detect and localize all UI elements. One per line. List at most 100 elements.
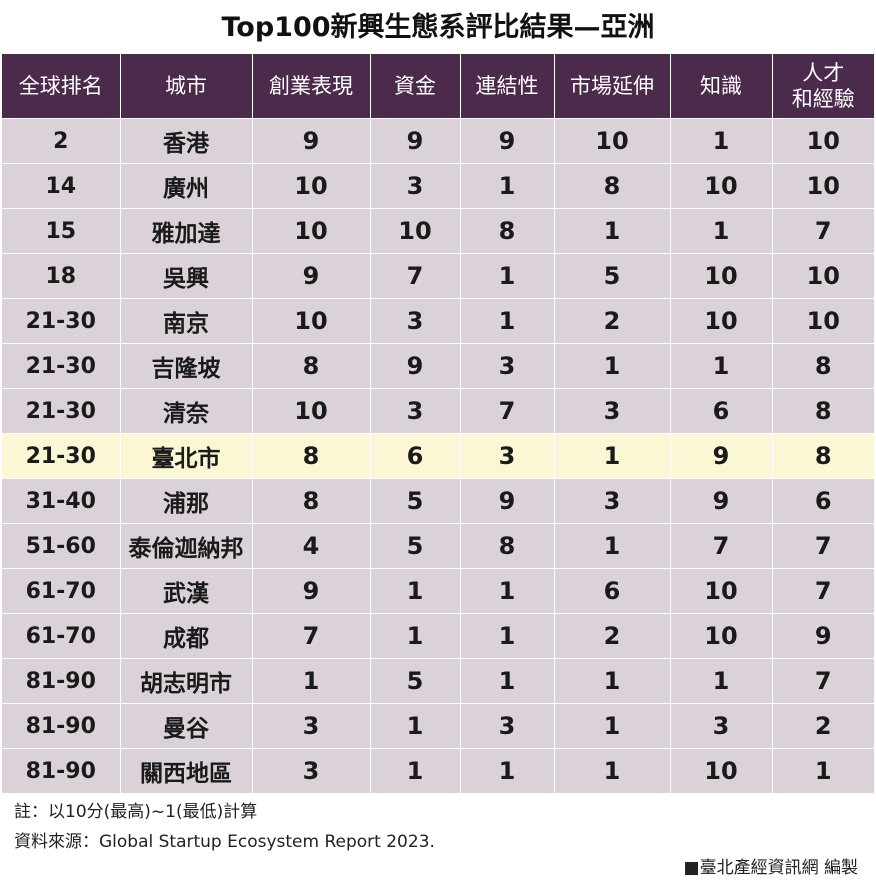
cell-funding: 6 [369,433,460,479]
cell-knowledge: 1 [669,118,772,164]
cell-city: 香港 [119,118,252,164]
cell-funding: 3 [369,298,460,344]
cell-startup-performance: 3 [251,703,370,749]
cell-rank: 21-30 [2,343,120,389]
cell-talent-experience: 2 [771,703,874,749]
cell-knowledge: 10 [669,163,772,209]
cell-knowledge: 7 [669,523,772,569]
cell-market-reach: 3 [553,478,670,524]
cell-city: 雅加達 [119,208,252,254]
cell-talent-experience: 8 [771,343,874,389]
cell-talent-experience: 7 [771,208,874,254]
table-header-row: 全球排名 城市 創業表現 資金 連結性 市場延伸 知識 人才 和經驗 [2,54,874,119]
cell-market-reach: 1 [553,343,670,389]
cell-market-reach: 10 [553,118,670,164]
cell-connectedness: 3 [459,703,554,749]
cell-connectedness: 1 [459,568,554,614]
cell-knowledge: 1 [669,343,772,389]
header-funding: 資金 [369,54,460,119]
cell-rank: 81-90 [2,658,120,704]
table-row: 21-30 南京 10 3 1 2 10 10 [2,298,874,344]
table-row: 81-90 關西地區 3 1 1 1 10 1 [2,748,874,793]
cell-rank: 14 [2,163,120,209]
cell-rank: 15 [2,208,120,254]
cell-rank: 51-60 [2,523,120,569]
cell-connectedness: 9 [459,118,554,164]
cell-funding: 5 [369,478,460,524]
scale-note: 註：以10分(最高)~1(最低)計算 [14,802,258,822]
header-startup-performance: 創業表現 [251,54,370,119]
cell-market-reach: 1 [553,658,670,704]
cell-knowledge: 1 [669,658,772,704]
cell-talent-experience: 10 [771,163,874,209]
header-knowledge: 知識 [669,54,772,119]
cell-funding: 3 [369,163,460,209]
cell-city: 南京 [119,298,252,344]
cell-connectedness: 1 [459,163,554,209]
cell-startup-performance: 9 [251,118,370,164]
cell-knowledge: 10 [669,613,772,659]
cell-connectedness: 1 [459,658,554,704]
cell-market-reach: 8 [553,163,670,209]
cell-connectedness: 1 [459,748,554,793]
table-row: 18 吳興 9 7 1 5 10 10 [2,253,874,299]
cell-rank: 81-90 [2,703,120,749]
cell-startup-performance: 10 [251,298,370,344]
cell-city: 胡志明市 [119,658,252,704]
cell-connectedness: 1 [459,298,554,344]
header-talent-experience: 人才 和經驗 [771,54,874,119]
cell-city: 泰倫迦納邦 [119,523,252,569]
cell-knowledge: 10 [669,298,772,344]
table-row: 2 香港 9 9 9 10 1 10 [2,118,874,164]
cell-funding: 3 [369,388,460,434]
cell-connectedness: 7 [459,388,554,434]
cell-funding: 10 [369,208,460,254]
cell-talent-experience: 10 [771,298,874,344]
cell-talent-experience: 8 [771,433,874,479]
cell-startup-performance: 10 [251,388,370,434]
cell-market-reach: 1 [553,208,670,254]
cell-knowledge: 9 [669,478,772,524]
table-row: 21-30 吉隆坡 8 9 3 1 1 8 [2,343,874,389]
cell-talent-experience: 10 [771,253,874,299]
cell-funding: 1 [369,748,460,793]
cell-startup-performance: 1 [251,658,370,704]
cell-knowledge: 6 [669,388,772,434]
header-global-rank: 全球排名 [2,54,120,119]
cell-city: 清奈 [119,388,252,434]
cell-startup-performance: 10 [251,163,370,209]
page-title: Top100新興生態系評比結果—亞洲 [221,12,655,43]
cell-city: 曼谷 [119,703,252,749]
cell-knowledge: 10 [669,748,772,793]
header-city: 城市 [119,54,252,119]
cell-startup-performance: 8 [251,478,370,524]
table-row: 61-70 成都 7 1 1 2 10 9 [2,613,874,659]
cell-rank: 21-30 [2,298,120,344]
cell-startup-performance: 4 [251,523,370,569]
header-connectedness: 連結性 [459,54,554,119]
header-market-reach: 市場延伸 [553,54,670,119]
cell-connectedness: 3 [459,343,554,389]
table-row: 81-90 曼谷 3 1 3 1 3 2 [2,703,874,749]
cell-knowledge: 3 [669,703,772,749]
cell-startup-performance: 8 [251,343,370,389]
cell-funding: 7 [369,253,460,299]
table-body: 2 香港 9 9 9 10 1 10 14 廣州 10 3 1 8 10 10 15 雅加達 10 10 8 1 1 7 18 吳… [2,118,874,793]
cell-rank: 21-30 [2,388,120,434]
cell-startup-performance: 9 [251,253,370,299]
cell-funding: 9 [369,343,460,389]
cell-startup-performance: 10 [251,208,370,254]
cell-market-reach: 1 [553,523,670,569]
cell-market-reach: 2 [553,613,670,659]
cell-city: 廣州 [119,163,252,209]
credit-line: ■臺北產經資訊網 編製 [683,858,858,878]
cell-market-reach: 1 [553,433,670,479]
table-row: 21-30 臺北市 8 6 3 1 9 8 [2,433,874,479]
cell-startup-performance: 3 [251,748,370,793]
cell-city: 關西地區 [119,748,252,793]
cell-talent-experience: 7 [771,658,874,704]
cell-knowledge: 9 [669,433,772,479]
table-row: 21-30 清奈 10 3 7 3 6 8 [2,388,874,434]
cell-rank: 21-30 [2,433,120,479]
cell-knowledge: 10 [669,253,772,299]
